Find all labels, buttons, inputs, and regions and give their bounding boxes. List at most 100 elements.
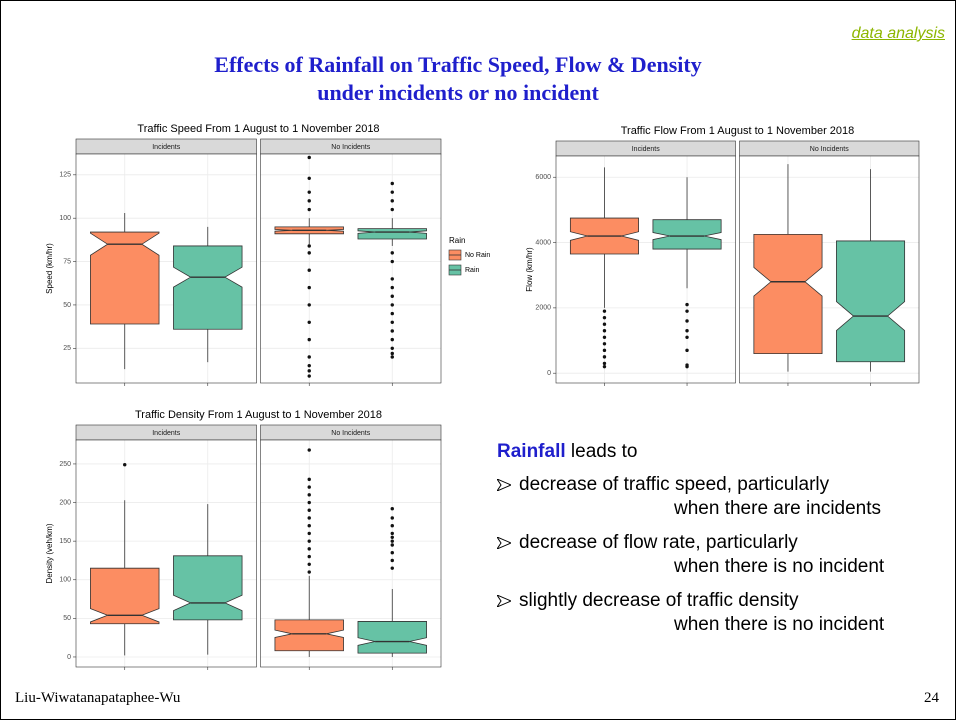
outlier [307,355,311,359]
outlier [307,363,311,368]
outlier [685,309,689,313]
facet-label: No Incidents [810,146,849,153]
y-tick-label: 0 [67,654,71,661]
footer: Liu-Wiwatanapataphee-Wu [15,690,181,706]
outlier [307,570,311,574]
outlier [602,348,607,353]
y-axis-title: Flow (km/hr) [525,247,534,292]
outlier [307,547,311,551]
y-tick-label: 125 [59,172,71,179]
title-line: under incidents or no incident [317,80,599,105]
y-tick-label: 50 [63,615,71,622]
outlier [390,531,394,536]
bullet-line: decrease of flow rate, particularly [519,532,798,553]
bullet-arrow [497,537,511,549]
panel [556,156,736,383]
bullet-line: when there are incidents [674,498,882,519]
bullet-arrow [497,595,511,607]
outlier [390,285,394,290]
chart: Traffic Speed From 1 August to 1 Novembe… [45,123,490,386]
outlier [307,562,311,567]
outlier [390,355,394,359]
outlier [390,558,394,563]
outlier [390,251,394,255]
panel-border [260,439,442,668]
box [90,231,160,325]
outlier [390,566,394,570]
tag-link[interactable]: data analysis [851,25,945,42]
outlier [390,207,394,212]
outlier [307,155,311,160]
outlier [685,329,689,333]
bullet-line: slightly decrease of traffic density [519,590,799,611]
bullet-list: decrease of traffic speed, particularly w… [497,473,884,637]
outlier [390,516,394,520]
y-tick-label: 75 [63,258,71,265]
y-tick-label: 2000 [535,305,551,312]
chart-title: Traffic Density From 1 August to 1 Novem… [135,409,382,421]
y-tick-label: 200 [59,499,71,506]
bullet: decrease of traffic speed, particularly w… [497,473,884,521]
outlier [602,364,607,369]
y-tick-label: 100 [59,577,71,584]
outlier [390,551,394,555]
y-axis-title: Density (veh/km) [45,523,54,583]
legend-label: No Rain [465,252,490,259]
outlier [390,346,394,351]
outlier [307,500,311,505]
box [652,219,722,250]
bullet-arrow [497,479,511,491]
page-number: 24 [924,690,939,706]
outlier [685,348,689,353]
bullet: decrease of flow rate, particularly when … [497,531,884,579]
facet-label: No Incidents [331,144,370,151]
outlier [307,199,311,203]
outlier [390,543,394,547]
panel-border [75,153,257,384]
slide-title: Effects of Rainfall on Traffic Speed, Fl… [1,51,955,107]
box [357,228,427,240]
box [173,555,243,621]
outlier [307,244,311,248]
y-tick-label: 4000 [535,239,551,246]
outlier [602,315,607,320]
outlier [602,329,607,333]
outlier [390,303,394,307]
y-tick-label: 250 [59,461,71,468]
outlier [390,199,394,203]
panel-border [555,155,736,384]
y-tick-label: 150 [59,538,71,545]
outlier [390,524,394,528]
outlier [390,277,394,281]
outlier [307,485,311,489]
chart-title: Traffic Speed From 1 August to 1 Novembe… [137,123,379,135]
panel-border [260,153,442,384]
facet-label: No Incidents [331,430,370,437]
panel [260,154,441,383]
outlier [307,285,311,290]
facet-label: Incidents [632,146,661,153]
y-tick-label: 25 [63,345,71,352]
outlier [307,531,311,536]
box [836,240,906,363]
chart: Traffic Flow From 1 August to 1 November… [525,125,920,386]
outlier [307,190,311,194]
outlier [307,369,311,373]
y-tick-label: 0 [547,370,551,377]
outlier [390,337,394,342]
intro-bold: Rainfall [497,441,566,462]
outlier [602,361,607,366]
outlier [390,294,394,298]
outlier [307,539,311,543]
outlier [307,448,311,452]
y-tick-label: 50 [63,302,71,309]
outlier [390,539,394,543]
summary: Rainfall leads to decrease of traffic sp… [497,441,884,637]
outlier [390,311,394,316]
outlier [685,335,689,339]
bullet-line: when there is no incident [674,614,885,635]
outlier [123,463,127,467]
legend-title: Rain [449,236,465,245]
outlier [307,524,311,528]
